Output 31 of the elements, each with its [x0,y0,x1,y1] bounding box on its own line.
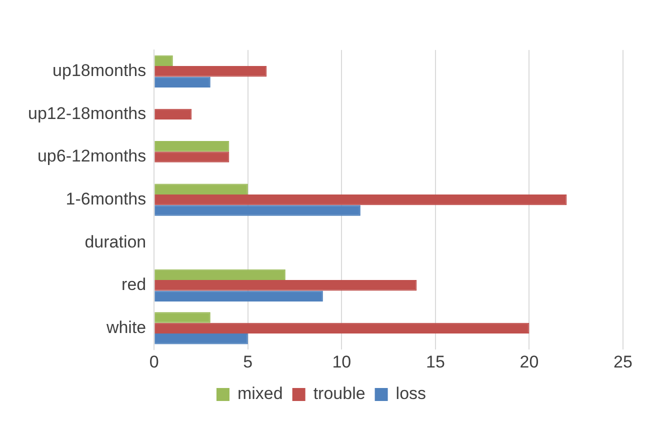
bar [154,184,248,194]
y-tick-label: duration [84,232,146,252]
bar [154,269,286,280]
bar [154,334,248,344]
bar [154,66,267,77]
legend-label: loss [396,384,426,404]
x-tick-label: 25 [614,352,632,372]
bar [154,108,192,120]
bar [154,76,210,88]
y-tick-label: red [122,275,146,294]
bar [154,194,567,206]
x-tick-label: 5 [243,352,253,372]
bar [154,322,530,334]
x-tick-label: 20 [520,352,539,372]
x-tick-label: 15 [426,352,445,372]
bar [154,152,230,162]
y-tick-label: 1-6months [66,189,146,208]
y-tick-label: white [105,318,146,337]
y-tick-label: up12-18months [28,104,146,123]
bar [154,205,360,216]
bar [154,290,323,302]
bar [154,312,210,323]
legend-label: mixed [237,384,283,404]
bar [154,140,230,152]
bar [154,55,173,66]
x-tick-label: 0 [149,352,159,372]
y-tick-label: up18months [52,61,146,80]
legend-label: trouble [313,384,366,404]
y-tick-label: up6-12months [37,146,146,166]
x-tick-label: 10 [332,352,352,372]
bar [154,280,417,291]
